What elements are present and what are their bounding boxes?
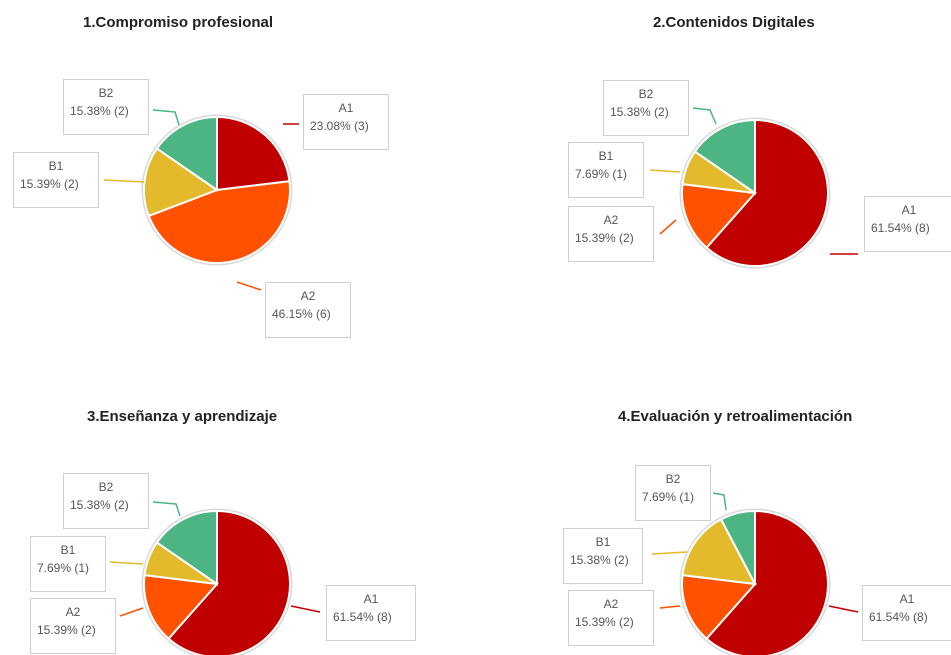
leader-line-a1 [290,605,321,613]
pie-slice-a2[interactable] [147,180,291,264]
slice-name-label: A1 [901,203,917,217]
slice-value-label: 15.38% (2) [70,104,129,118]
pie-slice-a1[interactable] [167,509,291,655]
pie-outline [141,508,293,655]
pie-slice-b2[interactable] [155,509,218,586]
leader-line-a2 [659,605,681,609]
slice-name-label: B2 [638,87,654,101]
pie-slice-a2[interactable] [681,574,758,641]
data-label-a1: A1 61.54% (8) [326,585,416,641]
slice-name-label: B1 [595,535,611,549]
slice-name-label: B1 [48,159,64,173]
slice-name-label: B2 [98,480,114,494]
slice-value-label: 7.69% (1) [642,490,695,504]
chart-title: 3.Enseñanza y aprendizaje [87,408,278,425]
pie-slice-b1[interactable] [681,518,757,586]
slice-name-label: A1 [363,592,379,606]
leader-line-b1 [649,169,681,173]
leader-line-b2 [152,501,181,517]
slice-value-label: 15.39% (2) [575,231,634,245]
data-label-b1: B1 15.38% (2) [563,528,643,584]
data-label-a1: A1 61.54% (8) [862,585,951,641]
data-label-a1: A1 23.08% (3) [303,94,389,150]
slice-value-label: 61.54% (8) [333,610,392,624]
pie-slice-a1[interactable] [216,115,291,192]
chart-title: 2.Contenidos Digitales [653,14,815,31]
data-label-b1: B1 15.39% (2) [13,152,99,208]
slice-value-label: 61.54% (8) [871,221,930,235]
slice-value-label: 61.54% (8) [869,610,928,624]
pie-slice-a2[interactable] [143,574,220,641]
data-label-a2: A2 46.15% (6) [265,282,351,338]
slice-value-label: 7.69% (1) [37,561,90,575]
leader-line-b2 [712,492,727,511]
slice-name-label: A2 [65,605,81,619]
data-label-b2: B2 7.69% (1) [635,465,711,521]
data-label-a2: A2 15.39% (2) [568,590,654,646]
slice-value-label: 15.38% (2) [70,498,129,512]
leader-line-b1 [651,551,688,555]
pie-slice-b1[interactable] [143,147,220,218]
data-label-a1: A1 61.54% (8) [864,196,951,252]
pie-1 [103,109,299,291]
leader-line-b1 [103,179,145,183]
leader-line-a1 [828,605,859,613]
slice-value-label: 15.39% (2) [575,615,634,629]
slice-value-label: 7.69% (1) [575,167,628,181]
data-label-b2: B2 15.38% (2) [63,473,149,529]
chart-title: 4.Evaluación y retroalimentación [618,408,853,425]
data-label-a2: A2 15.39% (2) [30,598,116,654]
slice-name-label: A1 [899,592,915,606]
slice-value-label: 23.08% (3) [310,119,369,133]
slice-name-label: B2 [665,472,681,486]
pie-slice-b2[interactable] [719,509,756,585]
pie-4 [651,492,859,655]
slice-name-label: B1 [60,543,76,557]
chart-title: 1.Compromiso profesional [83,14,274,31]
data-label-b2: B2 15.38% (2) [603,80,689,136]
pie-2 [649,107,858,269]
data-label-b1: B1 7.69% (1) [568,142,644,198]
slice-name-label: A2 [603,213,619,227]
leader-line-a2 [659,219,677,235]
leader-line-b2 [692,107,717,125]
data-label-a2: A2 15.39% (2) [568,206,654,262]
pie-slice-b2[interactable] [155,115,218,192]
pie-slice-b2[interactable] [693,118,756,195]
slice-name-label: A2 [603,597,619,611]
leader-line-a2 [236,281,262,291]
pie-outline [679,508,831,655]
slice-value-label: 15.39% (2) [20,177,79,191]
slice-name-label: B1 [598,149,614,163]
pie-slice-a2[interactable] [681,183,758,250]
leader-line-b2 [152,109,180,126]
data-label-b2: B2 15.38% (2) [63,79,149,135]
slice-value-label: 15.38% (2) [570,553,629,567]
data-label-b1: B1 7.69% (1) [30,536,106,592]
pie-slice-a1[interactable] [705,509,829,655]
pie-outline [141,114,293,266]
leader-line-b1 [109,561,144,565]
pie-3 [109,501,321,655]
slice-value-label: 46.15% (6) [272,307,331,321]
pie-outline [679,117,831,269]
slice-name-label: B2 [98,86,114,100]
slice-name-label: A2 [300,289,316,303]
slice-value-label: 15.39% (2) [37,623,96,637]
leader-line-a2 [119,607,144,617]
slice-name-label: A1 [338,101,354,115]
pie-slice-a1[interactable] [705,118,829,267]
slice-value-label: 15.38% (2) [610,105,669,119]
